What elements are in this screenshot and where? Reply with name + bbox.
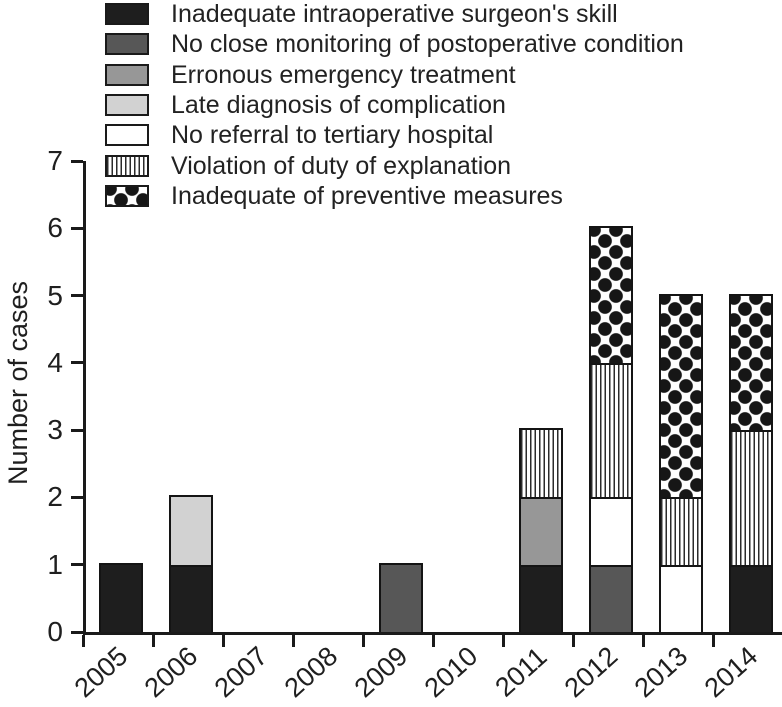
bar-2005 bbox=[99, 562, 143, 632]
x-axis-tick bbox=[221, 635, 225, 647]
bar-2014 bbox=[729, 293, 773, 632]
y-axis-tick-label: 1 bbox=[47, 548, 63, 580]
x-axis-tick bbox=[641, 635, 645, 647]
x-axis-tick-label: 2014 bbox=[698, 640, 764, 704]
legend-swatch-late bbox=[105, 93, 149, 116]
bar-segment-preventive bbox=[731, 295, 771, 431]
bar-2011 bbox=[519, 428, 563, 632]
legend-label: Late diagnosis of complication bbox=[171, 90, 506, 119]
bar-segment-explanation bbox=[661, 497, 701, 565]
x-axis-tick-label: 2012 bbox=[558, 640, 624, 704]
plot-area bbox=[83, 161, 782, 635]
legend-item-monitoring: No close monitoring of postoperative con… bbox=[105, 31, 684, 57]
bar-segment-explanation bbox=[591, 362, 631, 498]
x-axis-tick bbox=[81, 635, 85, 647]
legend-label: Inadequate of preventive measures bbox=[171, 181, 563, 210]
y-axis-tick-label: 6 bbox=[47, 212, 63, 244]
legend-swatch-emergency bbox=[105, 63, 149, 86]
bar-segment-preventive bbox=[661, 295, 701, 498]
y-axis-tick-label: 4 bbox=[47, 346, 63, 378]
legend-swatch-explanation bbox=[105, 154, 149, 177]
legend-item-emergency: Erronous emergency treatment bbox=[105, 62, 516, 88]
legend-item-late: Late diagnosis of complication bbox=[105, 92, 506, 118]
legend-label: No referral to tertiary hospital bbox=[171, 121, 494, 150]
bar-2013 bbox=[659, 293, 703, 632]
bar-segment-explanation bbox=[521, 430, 561, 498]
x-axis-tick-label: 2010 bbox=[418, 640, 484, 704]
bar-segment-skill bbox=[521, 564, 561, 632]
legend-label: Erronous emergency treatment bbox=[171, 60, 516, 89]
x-axis-tick-label: 2006 bbox=[138, 640, 204, 704]
bar-segment-monitoring bbox=[591, 564, 631, 632]
legend-swatch-skill bbox=[105, 3, 149, 25]
y-axis-tick-label: 7 bbox=[47, 145, 63, 177]
y-axis-tick bbox=[71, 428, 83, 432]
legend-item-explanation: Violation of duty of explanation bbox=[105, 153, 511, 179]
legend-item-preventive: Inadequate of preventive measures bbox=[105, 183, 563, 209]
bar-segment-monitoring bbox=[381, 564, 421, 632]
y-axis-tick bbox=[71, 294, 83, 298]
bar-segment-referral bbox=[661, 564, 701, 632]
y-axis-tick bbox=[71, 361, 83, 365]
bar-segment-late bbox=[171, 497, 211, 565]
bar-2009 bbox=[379, 562, 423, 632]
y-axis-tick bbox=[71, 495, 83, 499]
x-axis-tick bbox=[711, 635, 715, 647]
y-axis-tick-label: 0 bbox=[47, 616, 63, 647]
legend-swatch-preventive bbox=[105, 184, 149, 207]
x-axis-tick bbox=[571, 635, 575, 647]
legend-item-skill: Inadequate intraoperative surgeon's skil… bbox=[105, 1, 618, 27]
bar-segment-emergency bbox=[521, 497, 561, 565]
y-axis-tick bbox=[71, 563, 83, 567]
bar-segment-skill bbox=[731, 564, 771, 632]
legend-label: Violation of duty of explanation bbox=[171, 151, 512, 180]
y-axis-tick bbox=[71, 630, 83, 634]
legend-swatch-referral bbox=[105, 124, 149, 147]
x-axis-tick bbox=[151, 635, 155, 647]
x-axis-tick-label: 2011 bbox=[489, 641, 553, 703]
bar-segment-explanation bbox=[731, 430, 771, 565]
x-axis-tick-label: 2007 bbox=[208, 640, 274, 704]
y-axis-tick bbox=[71, 226, 83, 230]
x-axis-tick bbox=[501, 635, 505, 647]
bar-segment-preventive bbox=[591, 228, 631, 363]
bar-2006 bbox=[169, 495, 213, 632]
x-axis-tick-label: 2005 bbox=[68, 640, 134, 704]
legend-swatch-monitoring bbox=[105, 33, 149, 56]
legend-label: No close monitoring of postoperative con… bbox=[171, 30, 684, 59]
bar-segment-skill bbox=[101, 564, 141, 632]
x-axis-tick bbox=[361, 635, 365, 647]
x-axis-tick-label: 2013 bbox=[628, 640, 694, 704]
x-axis-tick-label: 2008 bbox=[278, 640, 344, 704]
y-axis-tick-label: 5 bbox=[47, 279, 63, 311]
y-axis-tick-label: 3 bbox=[47, 414, 63, 446]
x-axis-tick bbox=[431, 635, 435, 647]
bar-segment-skill bbox=[171, 564, 211, 632]
bar-2012 bbox=[589, 226, 633, 632]
legend-label: Inadequate intraoperative surgeon's skil… bbox=[171, 0, 618, 28]
legend-item-referral: No referral to tertiary hospital bbox=[105, 122, 493, 148]
x-axis-tick-label: 2009 bbox=[348, 640, 414, 704]
y-axis-tick-label: 2 bbox=[47, 481, 63, 513]
x-axis-tick bbox=[291, 635, 295, 647]
bar-segment-referral bbox=[591, 497, 631, 565]
y-axis-tick bbox=[71, 159, 83, 163]
